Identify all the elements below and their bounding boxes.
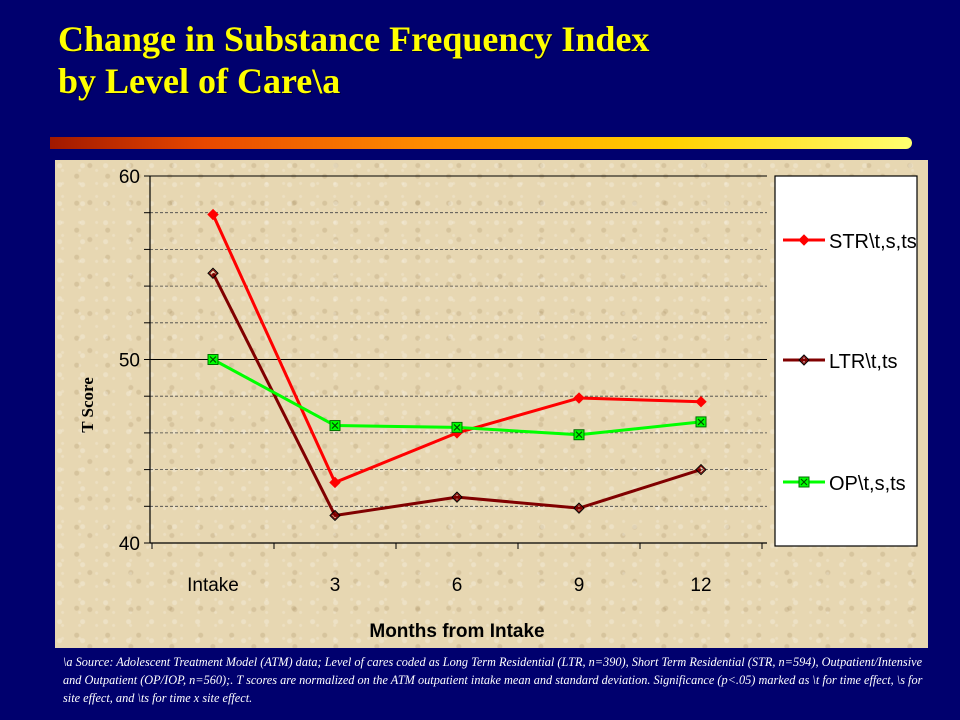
legend-marker-2: [798, 354, 810, 366]
chart-panel: T Score Months from Intake 40 50 60 Intake 3…: [55, 160, 928, 648]
legend-label-2: LTR\t,ts: [829, 351, 898, 373]
data-point-s1: [573, 392, 585, 404]
legend-label-1: STR\t,s,ts: [829, 231, 917, 253]
x-axis-title: Months from Intake: [369, 621, 544, 642]
data-point-s1: [329, 476, 341, 489]
y-axis-title: T Score: [78, 377, 97, 433]
data-point-s3-x: [331, 422, 339, 429]
data-point-s3-x: [697, 418, 705, 426]
title-line-2: by Level of Care\a: [58, 61, 341, 101]
data-point-s2: [329, 509, 341, 522]
data-point-s2: [573, 502, 585, 514]
legend-marker-1: [798, 234, 810, 246]
series-line-1: [211, 213, 702, 484]
data-point-s2-inner: [696, 465, 706, 474]
x-tick-label: 6: [452, 575, 463, 596]
legend-marker-3-x: [800, 478, 808, 486]
slide-title: Change in Substance Frequency Index by L…: [58, 18, 649, 102]
y-tick-label: 60: [119, 167, 140, 188]
data-point-s2: [451, 491, 463, 503]
line-chart: T Score Months from Intake 40 50 60 Intake 3…: [78, 167, 918, 642]
series-line-2: [211, 272, 702, 517]
y-tick-label: 40: [119, 534, 140, 555]
legend-marker-2-inner: [799, 355, 809, 365]
data-point-s2: [207, 267, 219, 279]
title-line-1: Change in Substance Frequency Index: [58, 19, 650, 59]
x-tick-label: Intake: [187, 575, 239, 596]
data-point-s3-x: [209, 356, 217, 363]
data-point-s3-x: [575, 431, 583, 439]
x-tick-label: 3: [330, 575, 341, 596]
x-tick-label: 9: [574, 575, 585, 596]
y-tick-label: 50: [119, 351, 140, 372]
title-gradient-bar: [50, 137, 912, 149]
source-footnote: \a Source: Adolescent Treatment Model (A…: [63, 655, 923, 705]
data-point-s1: [695, 395, 707, 408]
data-point-s2-inner: [208, 269, 218, 278]
data-point-s2-inner: [452, 492, 462, 502]
data-point-s2: [695, 463, 707, 476]
data-point-s2-inner: [574, 503, 584, 513]
data-point-s1: [207, 208, 219, 221]
legend-label-3: OP\t,s,ts: [829, 473, 906, 495]
data-point-s3-x: [453, 423, 461, 431]
x-tick-label: 12: [690, 575, 711, 596]
data-point-s2-inner: [330, 511, 340, 520]
